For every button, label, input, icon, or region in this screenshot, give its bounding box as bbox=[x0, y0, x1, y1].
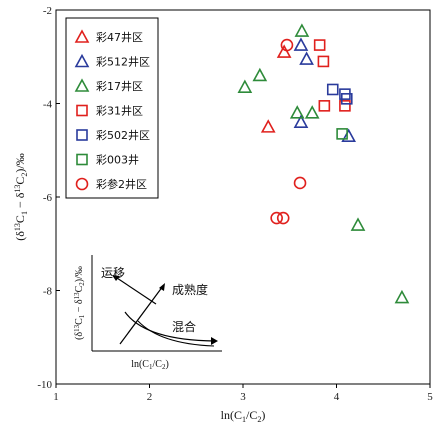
legend-label: 彩512井区 bbox=[96, 55, 150, 69]
data-point-square bbox=[317, 55, 330, 68]
y-tick-label: -8 bbox=[43, 286, 53, 298]
legend-label: 彩47井区 bbox=[96, 30, 143, 44]
x-tick-label: 4 bbox=[334, 391, 340, 403]
x-tick-label: 1 bbox=[53, 391, 59, 403]
data-points bbox=[237, 23, 410, 304]
y-axis-ticks: -2 -4 -6 -8 -10 bbox=[37, 5, 60, 391]
legend-label: 彩502井区 bbox=[96, 128, 150, 142]
legend-label: 彩31井区 bbox=[96, 104, 143, 118]
legend-marker-triangle bbox=[74, 53, 90, 68]
legend-label: 彩003井 bbox=[96, 153, 139, 167]
x-tick-label: 2 bbox=[147, 391, 153, 403]
y-tick-label: -4 bbox=[43, 99, 53, 111]
data-point-square bbox=[339, 100, 351, 112]
legend-marker-triangle bbox=[74, 78, 90, 92]
x-axis-title: ln(C1/C2) bbox=[221, 408, 266, 424]
data-point-triangle bbox=[237, 79, 253, 93]
data-point-square bbox=[318, 100, 331, 112]
y-axis-title: (δ13C1 − δ13C2)/‰ bbox=[13, 153, 29, 240]
data-point-triangle bbox=[299, 51, 314, 65]
mixing-curve bbox=[124, 311, 215, 342]
x-tick-label: 5 bbox=[427, 391, 433, 403]
mixing-curve-lower bbox=[137, 320, 215, 347]
data-point-triangle bbox=[394, 289, 410, 304]
data-point-triangle bbox=[341, 128, 357, 143]
inset-label-mixing: 混合 bbox=[172, 319, 196, 334]
maturity-arrowhead bbox=[159, 283, 165, 291]
data-point-square bbox=[313, 39, 326, 51]
data-point-circle bbox=[270, 211, 283, 225]
data-point-square bbox=[326, 83, 339, 96]
data-point-triangle bbox=[276, 44, 292, 58]
inset-x-axis-title: ln(C1/C2) bbox=[131, 359, 169, 371]
maturity-arrow bbox=[119, 285, 164, 345]
migration-arrow bbox=[113, 275, 157, 305]
data-point-triangle bbox=[304, 105, 320, 119]
data-point-triangle bbox=[294, 23, 310, 37]
legend-label: 彩17井区 bbox=[96, 79, 143, 93]
data-point-triangle bbox=[350, 217, 366, 231]
legend-marker-triangle bbox=[74, 29, 90, 43]
legend-marker-square bbox=[76, 153, 88, 166]
data-point-triangle bbox=[289, 105, 305, 119]
x-tick-label: 3 bbox=[240, 391, 246, 403]
legend-label: 彩参2井区 bbox=[96, 177, 147, 191]
y-tick-label: -2 bbox=[43, 5, 52, 17]
legend-marker-circle bbox=[75, 177, 89, 191]
data-point-triangle bbox=[252, 67, 268, 82]
inset-label-migration: 运移 bbox=[101, 266, 125, 280]
data-point-circle bbox=[293, 176, 307, 190]
y-tick-label: -6 bbox=[43, 192, 53, 204]
legend-marker-square bbox=[76, 104, 88, 117]
data-point-square bbox=[340, 93, 353, 105]
legend-box bbox=[65, 17, 159, 199]
migration-arrowhead bbox=[112, 275, 120, 281]
inset-schematic: 运移 成熟度 混合 ln(C1/C2) (δ13C1 − δ13C2)/‰ bbox=[73, 255, 222, 371]
x-axis-ticks: 1 2 3 4 5 bbox=[53, 384, 433, 403]
data-point-triangle bbox=[293, 37, 309, 51]
legend-marker-square bbox=[76, 129, 88, 141]
data-point-circle bbox=[276, 211, 290, 225]
data-point-square bbox=[336, 128, 348, 140]
y-tick-label: -10 bbox=[37, 379, 52, 391]
data-point-triangle bbox=[293, 114, 309, 128]
data-point-circle bbox=[280, 38, 294, 52]
data-point-triangle bbox=[260, 119, 276, 133]
inset-y-axis-title: (δ13C1 − δ13C2)/‰ bbox=[73, 266, 86, 340]
mixing-arrowhead bbox=[211, 337, 218, 345]
inset-label-maturity: 成熟度 bbox=[172, 282, 208, 297]
